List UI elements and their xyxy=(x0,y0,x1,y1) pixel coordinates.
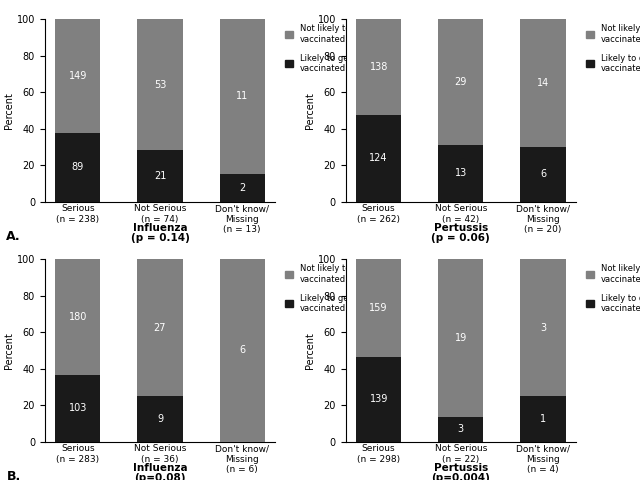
Text: 138: 138 xyxy=(369,62,388,72)
Text: 124: 124 xyxy=(369,154,388,163)
Text: 6: 6 xyxy=(540,169,546,179)
Y-axis label: Percent: Percent xyxy=(4,92,14,129)
Bar xyxy=(55,19,100,133)
Bar xyxy=(55,259,100,375)
Bar xyxy=(438,19,483,145)
Text: 21: 21 xyxy=(154,171,166,180)
Text: 3: 3 xyxy=(458,424,464,434)
Text: Pertussis: Pertussis xyxy=(434,463,488,473)
Bar xyxy=(356,115,401,202)
Bar xyxy=(220,259,265,442)
Text: B.: B. xyxy=(6,470,20,480)
Text: 2: 2 xyxy=(239,182,245,192)
Text: 29: 29 xyxy=(454,77,467,87)
Text: (p=0.08): (p=0.08) xyxy=(134,473,186,480)
Bar xyxy=(138,396,182,442)
Legend: Not likely to get
vaccinated, Likely to get
vaccinated: Not likely to get vaccinated, Likely to … xyxy=(284,24,367,74)
Bar xyxy=(520,147,566,202)
Bar xyxy=(520,259,566,396)
Bar xyxy=(220,174,265,202)
Bar xyxy=(438,145,483,202)
Text: 27: 27 xyxy=(154,323,166,333)
Bar xyxy=(438,259,483,417)
Text: (p=0.004): (p=0.004) xyxy=(431,473,490,480)
Bar xyxy=(220,19,265,174)
Text: 11: 11 xyxy=(236,91,248,101)
Text: Influenza: Influenza xyxy=(132,223,188,233)
Text: Influenza: Influenza xyxy=(132,463,188,473)
Text: 53: 53 xyxy=(154,80,166,89)
Text: 19: 19 xyxy=(454,333,467,343)
Bar xyxy=(438,417,483,442)
Text: 14: 14 xyxy=(537,78,549,88)
Bar xyxy=(55,375,100,442)
Bar xyxy=(356,357,401,442)
Bar xyxy=(55,133,100,202)
Y-axis label: Percent: Percent xyxy=(305,332,315,369)
Legend: Not likely to get
vaccinated, Likely to get
vaccinated: Not likely to get vaccinated, Likely to … xyxy=(284,264,367,314)
Bar xyxy=(520,19,566,147)
Text: Pertussis: Pertussis xyxy=(434,223,488,233)
Text: 1: 1 xyxy=(540,414,546,424)
Text: 6: 6 xyxy=(239,346,245,355)
Y-axis label: Percent: Percent xyxy=(4,332,14,369)
Legend: Not likely to get
vaccinated, Likely to get
vaccinated: Not likely to get vaccinated, Likely to … xyxy=(585,24,640,74)
Legend: Not likely to get
vaccinated, Likely to get
vaccinated: Not likely to get vaccinated, Likely to … xyxy=(585,264,640,314)
Text: 89: 89 xyxy=(72,163,84,172)
Text: 9: 9 xyxy=(157,414,163,424)
Bar xyxy=(520,396,566,442)
Bar xyxy=(356,259,401,357)
Text: (p = 0.06): (p = 0.06) xyxy=(431,233,490,243)
Bar xyxy=(138,150,182,202)
Text: 103: 103 xyxy=(68,403,87,413)
Text: 149: 149 xyxy=(68,72,87,81)
Text: 139: 139 xyxy=(369,394,388,404)
Y-axis label: Percent: Percent xyxy=(305,92,315,129)
Text: 13: 13 xyxy=(454,168,467,179)
Bar xyxy=(138,259,182,396)
Text: 180: 180 xyxy=(68,312,87,322)
Text: 3: 3 xyxy=(540,323,546,333)
Text: 159: 159 xyxy=(369,303,388,313)
Text: (p = 0.14): (p = 0.14) xyxy=(131,233,189,243)
Bar xyxy=(138,19,182,150)
Bar xyxy=(356,19,401,115)
Text: A.: A. xyxy=(6,230,21,243)
